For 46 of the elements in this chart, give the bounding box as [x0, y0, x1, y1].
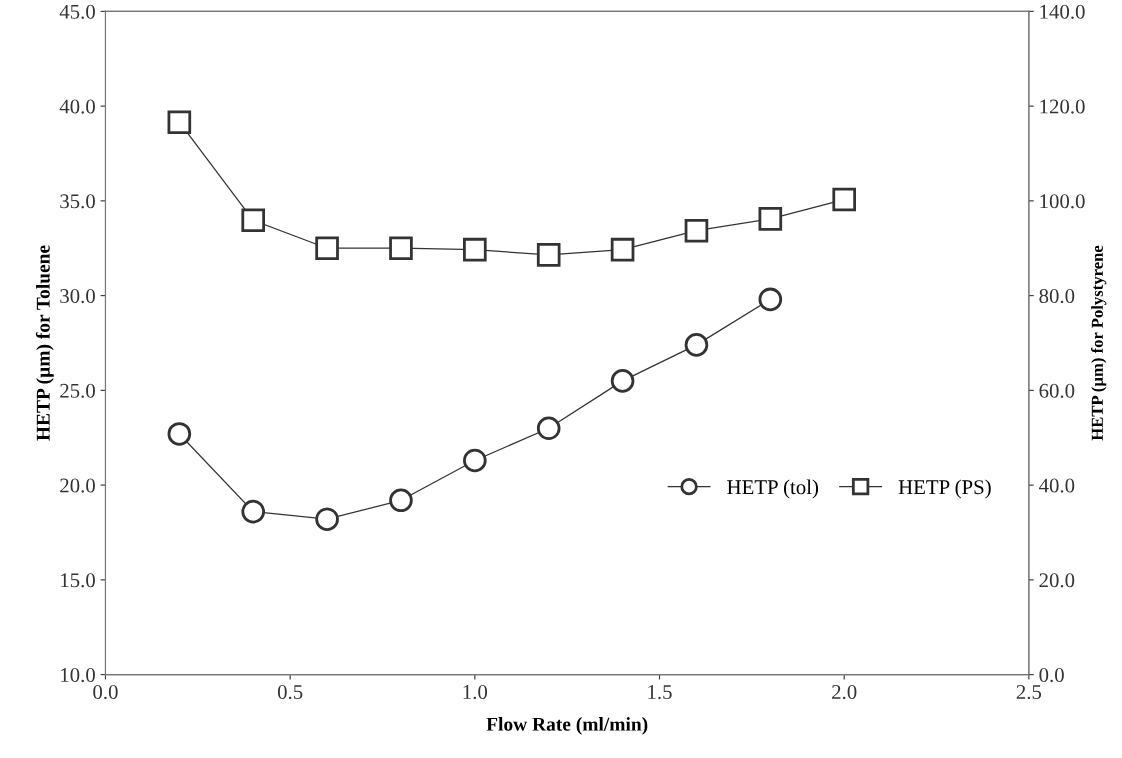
point	[389, 236, 413, 261]
point	[463, 448, 487, 473]
x-tick-label: 0.5	[277, 684, 303, 700]
point	[389, 488, 413, 513]
point	[758, 287, 783, 312]
y2-tick-label: 120.0	[1040, 99, 1085, 114]
x-tick-label: 1.0	[463, 684, 488, 700]
x-tick-label: 0.0	[93, 684, 118, 700]
point	[684, 218, 709, 243]
y-tick-label: 25.0	[60, 383, 95, 398]
y-tick-label: 30.0	[60, 288, 95, 304]
y2-tick-label: 80.0	[1039, 288, 1075, 304]
point	[610, 369, 635, 393]
y2-tick-label: 100.0	[1040, 194, 1085, 209]
y2-tick-label: 60.0	[1039, 383, 1075, 398]
point	[684, 333, 709, 357]
y-tick-label: 35.0	[60, 194, 95, 209]
y2-axis-title: HETP (µm) for Polystyrene	[1091, 245, 1107, 441]
point	[536, 416, 561, 441]
y-tick-label: 15.0	[61, 573, 95, 588]
y-tick-label: 10.0	[61, 667, 95, 683]
point	[167, 422, 192, 446]
y-axis-title: HETP (µm) for Toluene	[35, 245, 54, 441]
legend-label: HETP (tol)	[727, 479, 819, 499]
x-tick-label: 2.5	[1016, 685, 1042, 700]
point	[536, 243, 561, 267]
y2-tick-label: 40.0	[1039, 478, 1075, 493]
point	[315, 507, 339, 532]
y-tick-label: 20.0	[60, 478, 95, 493]
y-tick-label: 45.0	[59, 4, 95, 19]
x-axis-title: Flow Rate (ml/min)	[486, 717, 648, 735]
point	[241, 208, 266, 233]
x-tick-label: 1.5	[648, 685, 672, 700]
point	[167, 110, 192, 135]
point	[832, 187, 856, 212]
point	[315, 236, 339, 261]
y2-tick-label: 20.0	[1039, 573, 1075, 588]
point	[610, 237, 635, 262]
y2-tick-label: 0.0	[1039, 667, 1064, 683]
legend-label: HETP (PS)	[898, 479, 991, 499]
point	[463, 237, 487, 262]
x-tick-label: 2.0	[832, 684, 857, 700]
y2-tick-label: 140.0	[1040, 4, 1085, 19]
point	[241, 499, 266, 524]
y-tick-label: 40.0	[59, 99, 95, 114]
point	[758, 207, 783, 231]
